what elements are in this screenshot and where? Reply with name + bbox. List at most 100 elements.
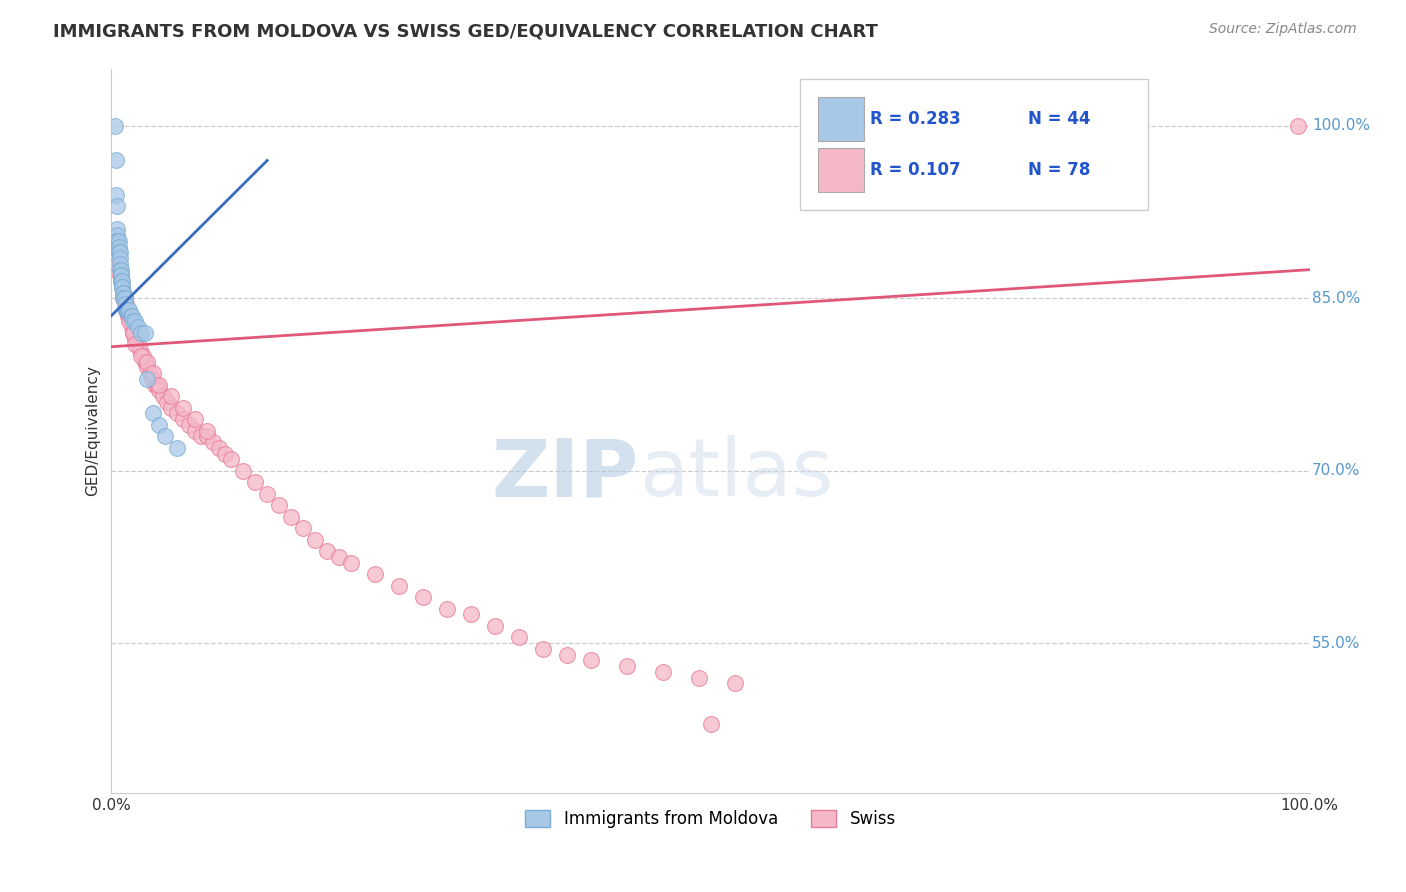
Point [555, 648, 578, 662]
Point [651, 665, 673, 679]
Point [172, 412, 194, 426]
Point [304, 533, 326, 547]
Point [121, 309, 143, 323]
Point [256, 487, 278, 501]
Point [114, 297, 136, 311]
Point [114, 302, 136, 317]
Point [316, 544, 339, 558]
Point [108, 268, 131, 283]
Point [105, 153, 128, 168]
Point [364, 567, 387, 582]
Point [184, 412, 207, 426]
Text: 70.0%: 70.0% [1312, 463, 1361, 478]
Point [412, 591, 434, 605]
Point [146, 377, 169, 392]
Point [699, 716, 721, 731]
Point [131, 349, 153, 363]
Point [120, 314, 142, 328]
Point [152, 389, 174, 403]
Point [166, 406, 188, 420]
Text: 55.0%: 55.0% [1312, 636, 1361, 651]
Point [292, 521, 315, 535]
Point [688, 671, 710, 685]
Point [104, 240, 127, 254]
Point [269, 498, 291, 512]
Point [136, 360, 159, 375]
Point [129, 343, 152, 358]
Point [122, 314, 145, 328]
Text: R = 0.283: R = 0.283 [870, 111, 960, 128]
Point [179, 417, 201, 432]
Point [1286, 119, 1309, 133]
Point [107, 240, 129, 254]
Point [131, 326, 153, 340]
Point [104, 119, 127, 133]
Point [184, 424, 207, 438]
Point [112, 292, 135, 306]
Point [723, 676, 745, 690]
Point [148, 417, 170, 432]
Point [107, 234, 129, 248]
Point [120, 309, 142, 323]
Point [484, 619, 506, 633]
Point [142, 406, 165, 420]
Point [114, 292, 136, 306]
Point [111, 274, 134, 288]
Point [124, 314, 146, 328]
Point [108, 262, 131, 277]
Point [117, 302, 139, 317]
Point [190, 429, 212, 443]
Point [232, 464, 254, 478]
Point [108, 251, 131, 265]
Point [107, 234, 129, 248]
Point [245, 475, 267, 490]
Point [160, 401, 183, 415]
Point [202, 435, 225, 450]
Point [136, 372, 159, 386]
Point [110, 262, 132, 277]
Point [460, 607, 482, 622]
Point [172, 401, 194, 415]
Point [134, 354, 156, 368]
Point [219, 452, 242, 467]
Point [160, 389, 183, 403]
Point [121, 320, 143, 334]
Y-axis label: GED/Equivalency: GED/Equivalency [86, 365, 100, 496]
Point [118, 309, 141, 323]
Point [208, 441, 231, 455]
Point [118, 314, 141, 328]
Point [166, 441, 188, 455]
Point [112, 292, 135, 306]
Point [127, 337, 149, 351]
Point [114, 292, 136, 306]
Point [107, 257, 129, 271]
Text: atlas: atlas [638, 435, 832, 513]
Point [148, 384, 170, 398]
Point [508, 631, 530, 645]
Point [131, 349, 153, 363]
Point [107, 245, 129, 260]
Point [280, 509, 302, 524]
Point [142, 366, 165, 380]
Point [110, 274, 132, 288]
Point [328, 549, 350, 564]
Point [155, 429, 177, 443]
Point [531, 642, 554, 657]
Point [112, 285, 135, 300]
Point [108, 245, 131, 260]
Point [110, 268, 132, 283]
Point [139, 366, 162, 380]
Point [107, 222, 129, 236]
Point [143, 377, 166, 392]
Point [122, 326, 145, 340]
Point [124, 337, 146, 351]
Point [115, 302, 138, 317]
Point [195, 429, 218, 443]
Point [108, 257, 131, 271]
Point [114, 302, 136, 317]
Point [122, 326, 145, 340]
Legend: Immigrants from Moldova, Swiss: Immigrants from Moldova, Swiss [519, 804, 903, 835]
Point [105, 188, 128, 202]
Point [141, 372, 163, 386]
Point [148, 377, 170, 392]
